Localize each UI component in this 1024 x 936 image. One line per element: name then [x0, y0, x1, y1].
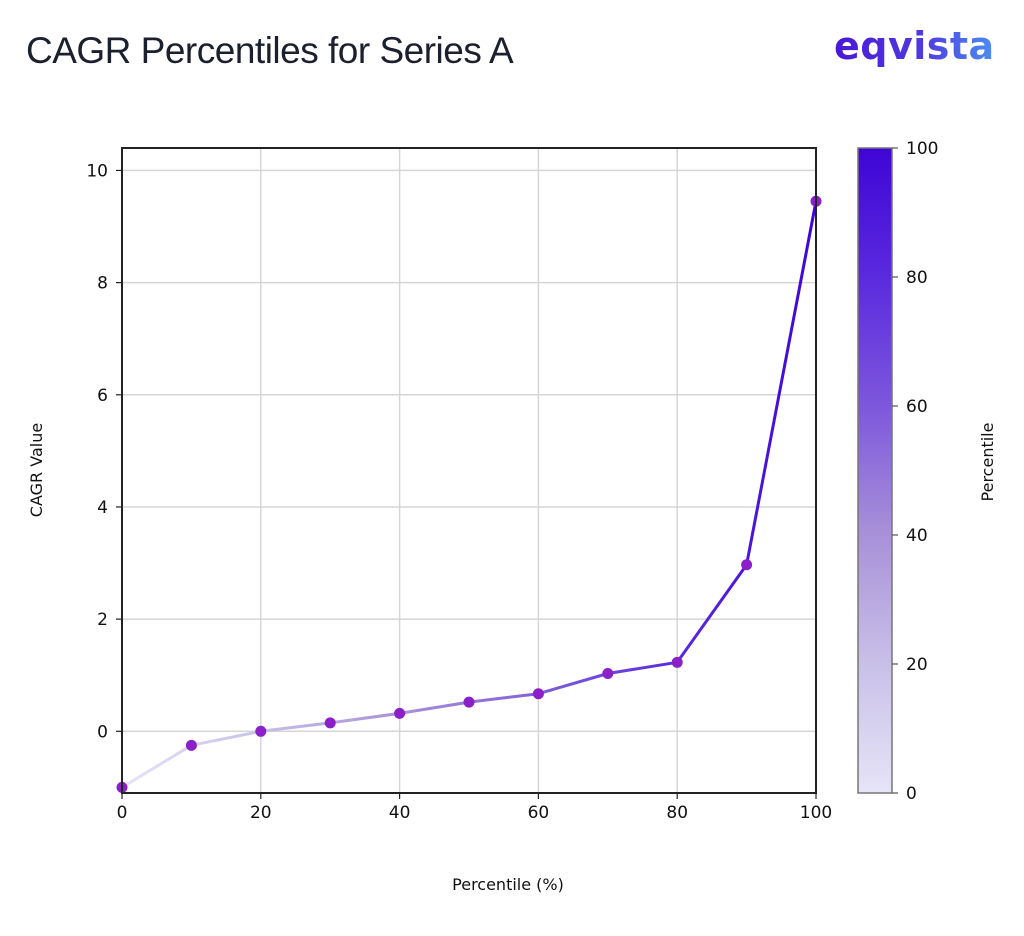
colorbar-tick-label: 100 — [906, 139, 938, 159]
eqvista-logo: eqvista — [834, 24, 995, 68]
data-point-marker — [185, 739, 197, 751]
x-tick-label: 40 — [389, 803, 411, 823]
data-point-marker — [463, 696, 475, 708]
data-series — [116, 195, 822, 793]
x-axis-label: Percentile (%) — [452, 875, 564, 894]
y-tick-label: 4 — [97, 498, 108, 518]
x-tick-label: 100 — [800, 803, 832, 823]
y-tick-label: 0 — [97, 722, 108, 742]
x-tick-label: 60 — [528, 803, 550, 823]
colorbar-tick-label: 0 — [906, 784, 917, 804]
x-tick-label: 80 — [666, 803, 688, 823]
data-point-marker — [394, 707, 406, 719]
x-axis: 0 20 40 60 80 100 — [117, 793, 832, 823]
chart-title: CAGR Percentiles for Series A — [26, 30, 514, 71]
colorbar-label: Percentile — [978, 423, 997, 502]
x-tick-label: 20 — [250, 803, 272, 823]
plot-area — [121, 148, 817, 793]
x-tick-label: 0 — [117, 803, 128, 823]
colorbar-tick-label: 80 — [906, 268, 928, 288]
colorbar-tick-label: 40 — [906, 526, 928, 546]
data-point-marker — [324, 717, 336, 729]
colorbar-gradient — [857, 147, 893, 794]
colorbar-tick-label: 20 — [906, 655, 928, 675]
plot-frame — [121, 147, 817, 794]
data-point-marker — [741, 559, 753, 571]
y-tick-label: 10 — [86, 161, 108, 181]
y-tick-label: 8 — [97, 274, 108, 294]
data-point-marker — [671, 656, 683, 668]
colorbar-tick-label: 60 — [906, 397, 928, 417]
y-axis: 0 2 4 6 8 10 — [86, 161, 122, 742]
data-point-marker — [255, 725, 267, 737]
y-tick-label: 6 — [97, 386, 108, 406]
y-tick-label: 2 — [97, 610, 108, 630]
y-axis-label: CAGR Value — [27, 423, 46, 517]
plot-background — [122, 148, 816, 793]
colorbar: 0 20 40 60 80 100 — [857, 139, 938, 804]
data-point-marker — [532, 688, 544, 700]
data-point-marker — [602, 668, 614, 680]
